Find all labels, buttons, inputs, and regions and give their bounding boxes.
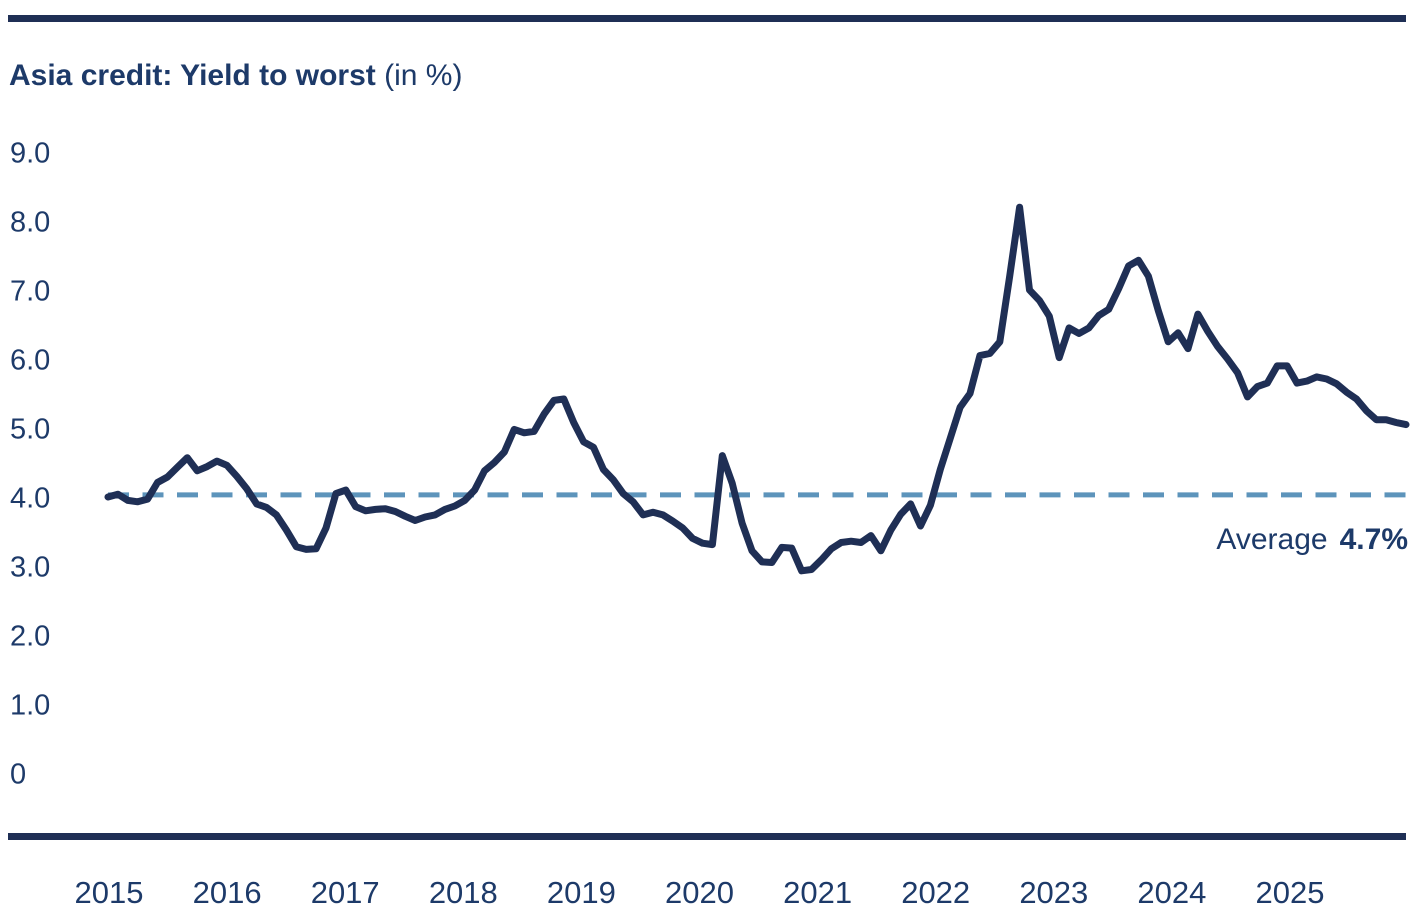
average-value: 4.7% — [1340, 523, 1408, 556]
x-axis-tick: 2021 — [783, 875, 852, 910]
x-axis-tick: 2024 — [1137, 875, 1206, 910]
y-axis-tick: 2.0 — [10, 621, 50, 653]
average-label-text: Average — [1216, 523, 1327, 556]
y-axis-tick: 1.0 — [10, 690, 50, 722]
x-axis-tick: 2020 — [665, 875, 734, 910]
bottom-rule — [8, 833, 1406, 840]
y-axis-tick: 8.0 — [10, 207, 50, 239]
y-axis-ticks: 9.0 8.0 7.0 6.0 5.0 4.0 3.0 2.0 1.0 0 — [10, 138, 50, 791]
x-axis-tick: 2016 — [193, 875, 262, 910]
average-label: Average 4.7% — [1216, 523, 1408, 556]
chart-title: Asia credit: Yield to worst — [9, 59, 376, 92]
y-axis-tick: 6.0 — [10, 345, 50, 377]
y-axis-tick: 5.0 — [10, 414, 50, 446]
y-axis-tick: 9.0 — [10, 138, 50, 170]
chart-title-units: (in %) — [375, 59, 463, 92]
x-axis-tick: 2017 — [311, 875, 380, 910]
x-axis-tick: 2019 — [547, 875, 616, 910]
x-axis-ticks: 2015 2016 2017 2018 2019 2020 2021 2022 2023 2024… — [75, 875, 1325, 910]
y-axis-tick: 7.0 — [10, 276, 50, 308]
yield-line-series — [104, 203, 1410, 575]
x-axis-tick: 2015 — [75, 875, 144, 910]
x-axis-tick: 2018 — [429, 875, 498, 910]
x-axis-tick: 2025 — [1256, 875, 1325, 910]
y-axis-tick: 0 — [10, 759, 26, 791]
top-rule — [8, 15, 1406, 22]
x-axis-tick: 2023 — [1019, 875, 1088, 910]
y-axis-tick: 4.0 — [10, 483, 50, 515]
page-title: Asia credit: Yield to worst (in %) — [9, 58, 462, 94]
x-axis-tick: 2022 — [901, 875, 970, 910]
y-axis-tick: 3.0 — [10, 552, 50, 584]
